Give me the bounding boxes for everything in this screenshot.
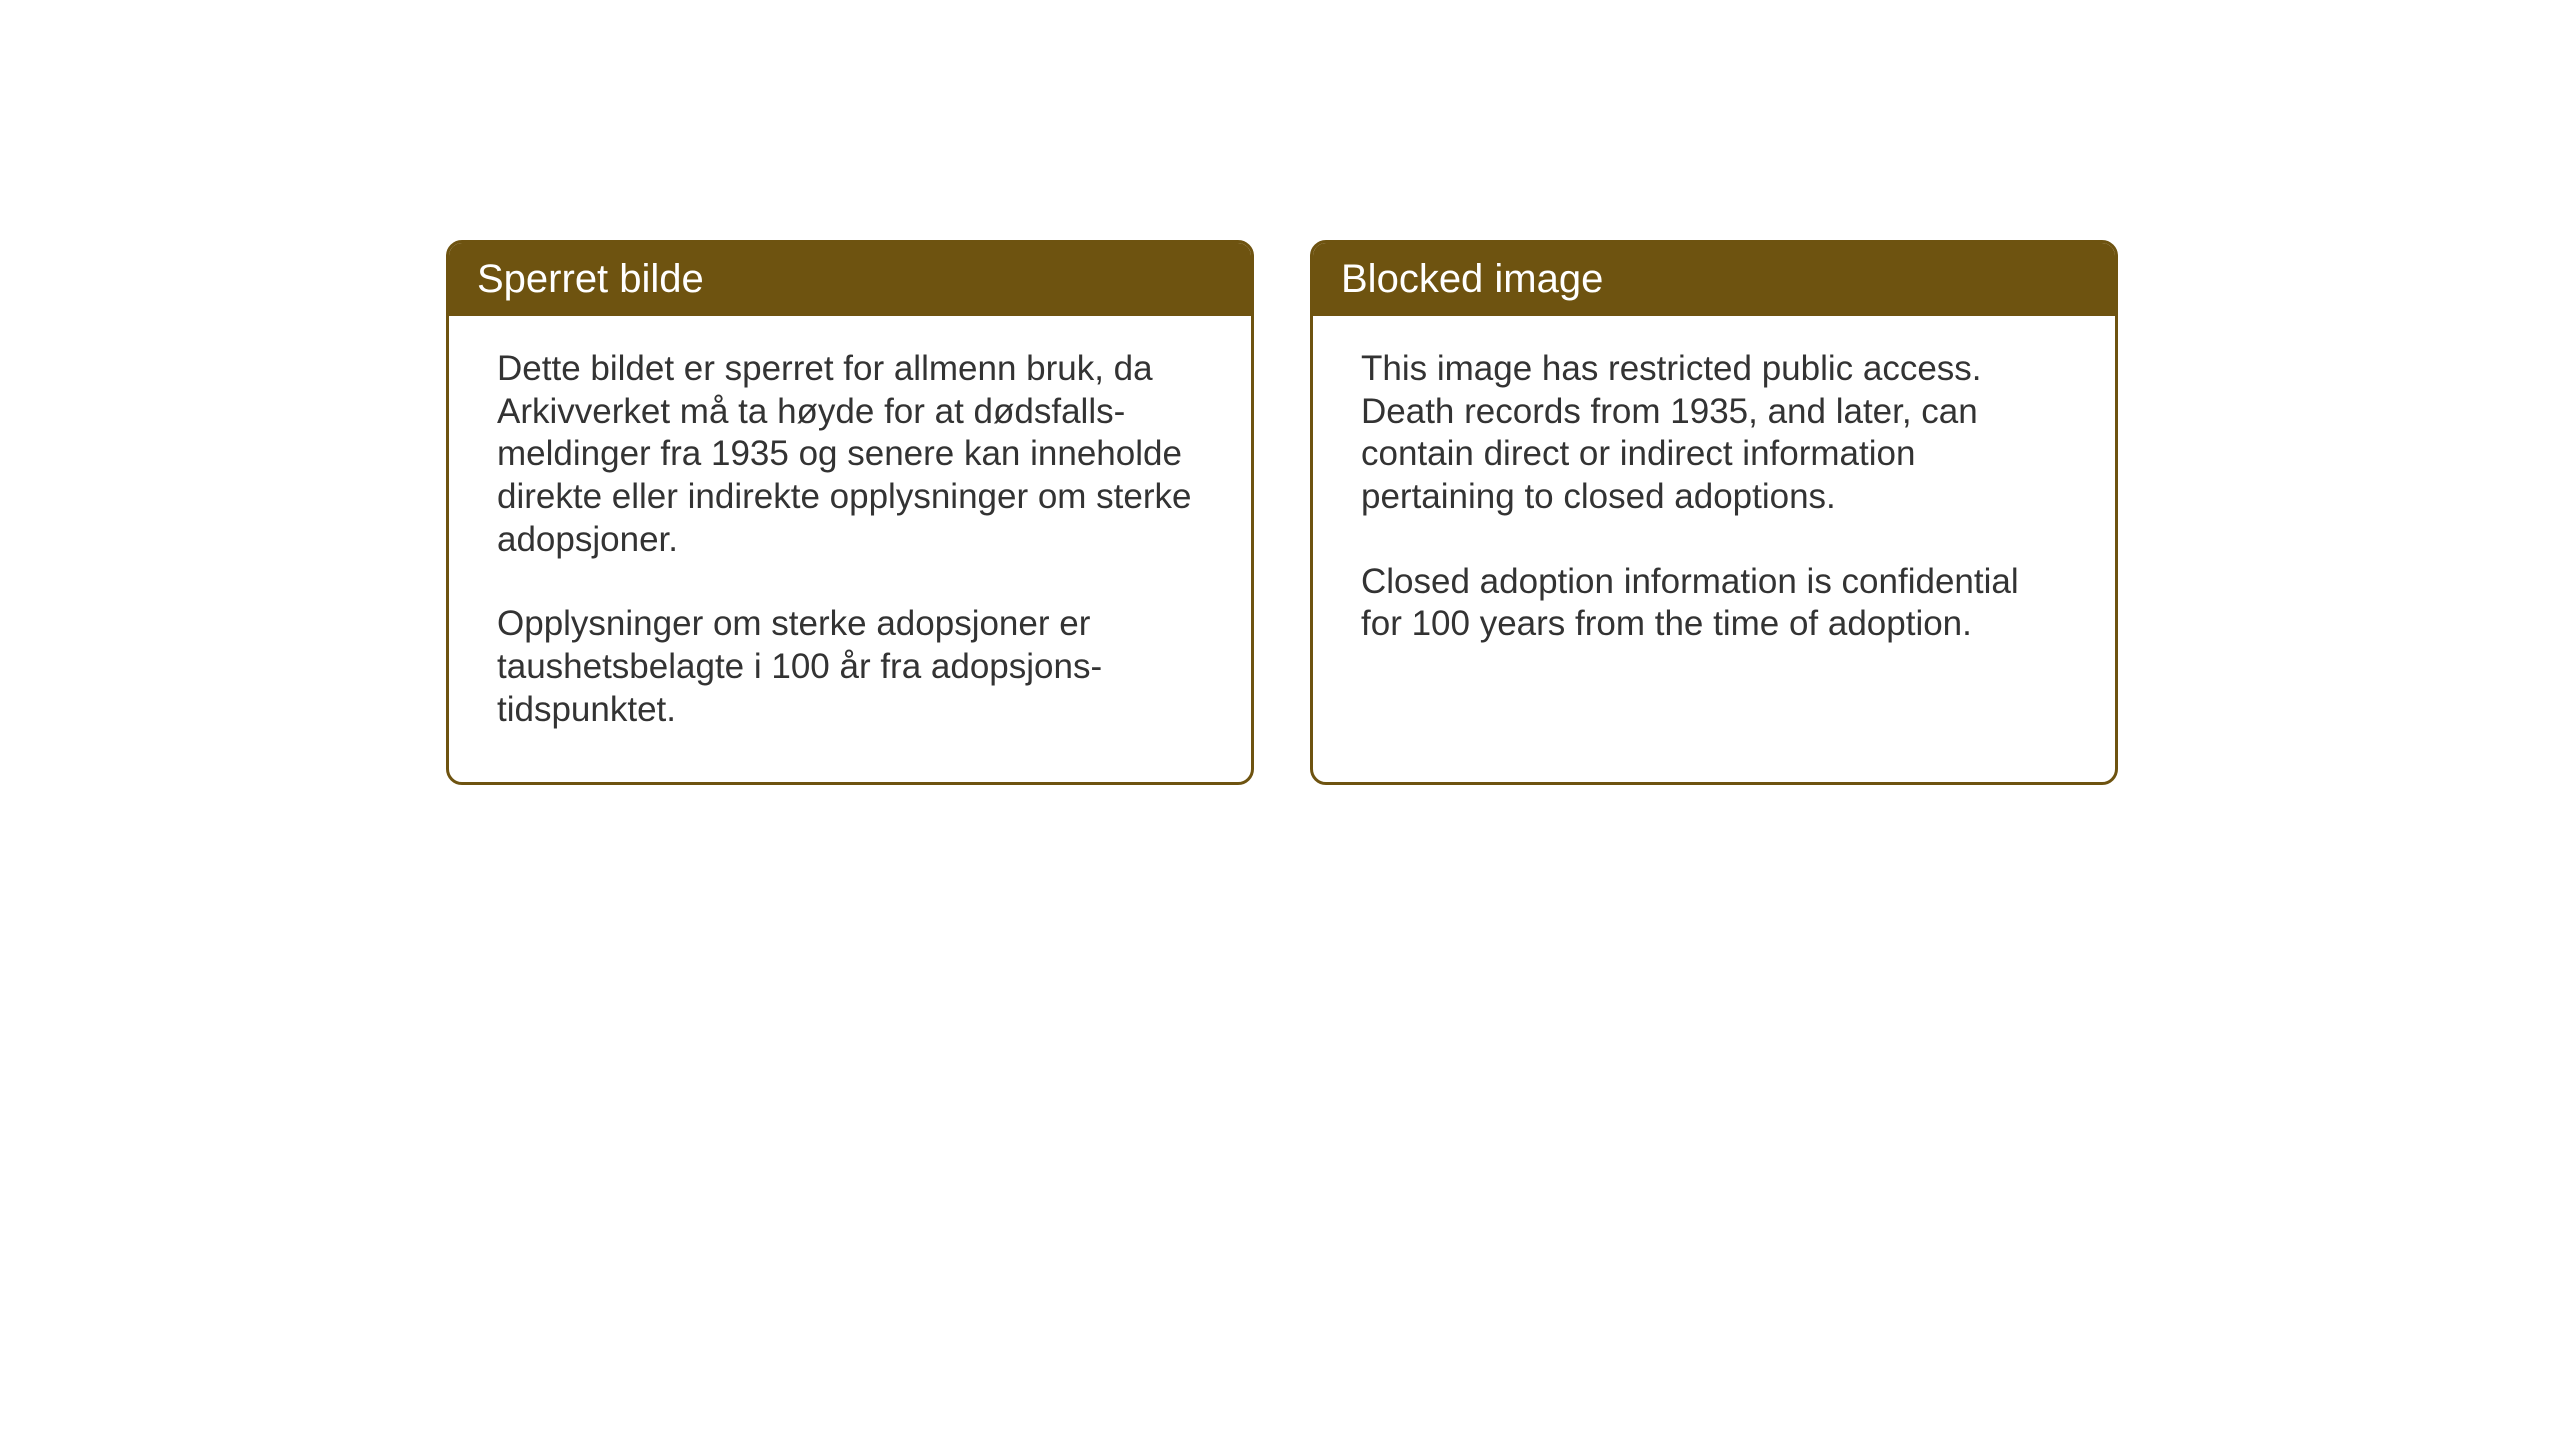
card-paragraph: Opplysninger om sterke adopsjoner er tau… xyxy=(497,603,1203,731)
card-body-english: This image has restricted public access.… xyxy=(1313,316,2115,696)
cards-container: Sperret bilde Dette bildet er sperret fo… xyxy=(446,240,2118,785)
card-english: Blocked image This image has restricted … xyxy=(1310,240,2118,785)
card-norwegian: Sperret bilde Dette bildet er sperret fo… xyxy=(446,240,1254,785)
card-body-norwegian: Dette bildet er sperret for allmenn bruk… xyxy=(449,316,1251,782)
card-paragraph: This image has restricted public access.… xyxy=(1361,348,2067,519)
card-title-norwegian: Sperret bilde xyxy=(477,257,704,301)
card-title-english: Blocked image xyxy=(1341,257,1603,301)
card-header-english: Blocked image xyxy=(1313,243,2115,316)
card-header-norwegian: Sperret bilde xyxy=(449,243,1251,316)
card-paragraph: Closed adoption information is confident… xyxy=(1361,561,2067,646)
card-paragraph: Dette bildet er sperret for allmenn bruk… xyxy=(497,348,1203,561)
